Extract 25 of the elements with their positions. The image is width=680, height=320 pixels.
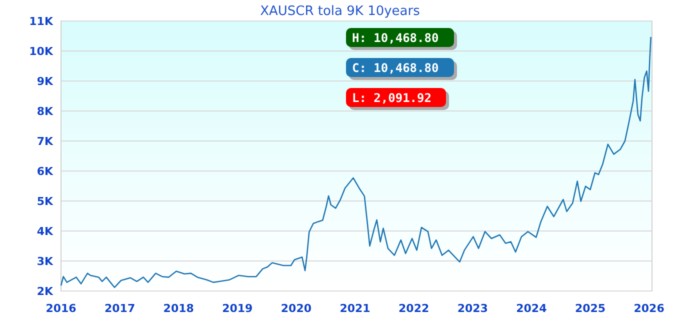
y-tick-label: 8K [36, 105, 54, 118]
x-tick-label: 2024 [516, 302, 548, 315]
x-tick-label: 2018 [163, 302, 194, 315]
x-tick-label: 2020 [280, 302, 312, 315]
x-tick-label: 2025 [574, 302, 606, 315]
y-tick-label: 3K [36, 255, 54, 268]
y-tick-label: 9K [36, 75, 54, 88]
y-tick-label: 11K [29, 15, 54, 28]
annotation: H: 10,468.80 [352, 31, 439, 45]
y-tick-label: 5K [36, 195, 54, 208]
x-tick-label: 2021 [340, 302, 370, 315]
y-tick-label: 4K [36, 225, 54, 238]
x-tick-label: 2022 [398, 302, 430, 315]
y-tick-label: 2K [36, 285, 54, 298]
x-tick-label: 2017 [104, 302, 136, 315]
y-tick-label: 6K [36, 165, 54, 178]
chart-title: XAUSCR tola 9K 10years [260, 4, 420, 19]
x-tick-label: 2023 [457, 302, 488, 315]
y-tick-label: 7K [36, 135, 54, 148]
annotation: C: 10,468.80 [352, 61, 439, 75]
x-tick-label: 2026 [634, 302, 665, 315]
x-tick-label: 2016 [46, 302, 77, 315]
annotation: L: 2,091.92 [352, 91, 432, 105]
y-tick-label: 10K [29, 45, 54, 58]
x-tick-label: 2019 [222, 302, 253, 315]
